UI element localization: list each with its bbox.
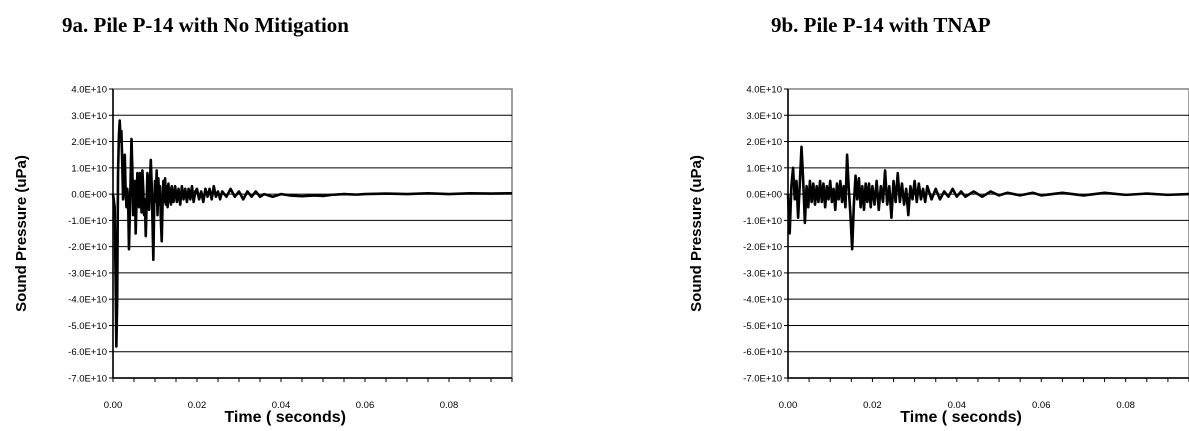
x-tick-label: 0.04: [272, 400, 291, 411]
x-tick-label: 0.00: [104, 400, 123, 411]
y-tick-label: -2.0E+10: [68, 242, 107, 253]
y-tick-label: 4.0E+10: [746, 85, 782, 96]
y-axis-label: Sound Pressure (uPa): [13, 155, 30, 312]
chart-title-9a: 9a. Pile P-14 with No Mitigation: [62, 13, 349, 37]
y-tick-label: 1.0E+10: [71, 163, 107, 174]
y-tick-label: -6.0E+10: [743, 347, 782, 358]
x-tick-label: 0.02: [188, 400, 207, 411]
x-tick-label: 0.00: [779, 400, 798, 411]
plot-area-border: [112, 88, 513, 379]
chart-title-9b: 9b. Pile P-14 with TNAP: [771, 13, 991, 37]
y-tick-label: 3.0E+10: [746, 111, 782, 122]
y-tick-label: -4.0E+10: [743, 295, 782, 306]
y-tick-label: -5.0E+10: [743, 321, 782, 332]
x-tick-label: 0.02: [863, 400, 882, 411]
y-tick-label: -2.0E+10: [743, 242, 782, 253]
y-tick-label: -7.0E+10: [743, 374, 782, 385]
y-tick-label: 2.0E+10: [71, 137, 107, 148]
y-tick-label: -3.0E+10: [68, 268, 107, 279]
x-tick-label: 0.08: [1116, 400, 1135, 411]
x-tick-label: 0.06: [1032, 400, 1051, 411]
y-tick-label: 0.0E+00: [746, 190, 782, 201]
x-tick-label: 0.06: [356, 400, 375, 411]
y-tick-label: 0.0E+00: [71, 190, 107, 201]
series-line: [111, 119, 513, 348]
y-tick-label: 2.0E+10: [746, 137, 782, 148]
y-tick-label: -3.0E+10: [743, 268, 782, 279]
y-tick-label: -7.0E+10: [68, 374, 107, 385]
y-tick-label: 1.0E+10: [746, 163, 782, 174]
y-tick-label: -1.0E+10: [68, 216, 107, 227]
x-axis-label: Time ( seconds): [900, 409, 1022, 426]
series-line: [786, 145, 1189, 251]
y-axis-label: Sound Pressure (uPa): [688, 155, 705, 312]
plot-area-border: [787, 88, 1189, 379]
x-axis-label: Time ( seconds): [224, 409, 346, 426]
y-tick-label: 3.0E+10: [71, 111, 107, 122]
y-tick-label: -4.0E+10: [68, 295, 107, 306]
x-tick-label: 0.04: [948, 400, 967, 411]
y-tick-label: -1.0E+10: [743, 216, 782, 227]
chart-9a: 4.0E+10 3.0E+10 2.0E+10 1.0E+10 0.0E+00 -1.0E…: [13, 85, 513, 426]
chart-9b: 4.0E+10 3.0E+10 2.0E+10 1.0E+10 0.0E+00 -1.0E…: [688, 85, 1189, 426]
x-tick-label: 0.08: [440, 400, 459, 411]
y-tick-label: -5.0E+10: [68, 321, 107, 332]
y-tick-label: -6.0E+10: [68, 347, 107, 358]
y-tick-label: 4.0E+10: [71, 85, 107, 96]
